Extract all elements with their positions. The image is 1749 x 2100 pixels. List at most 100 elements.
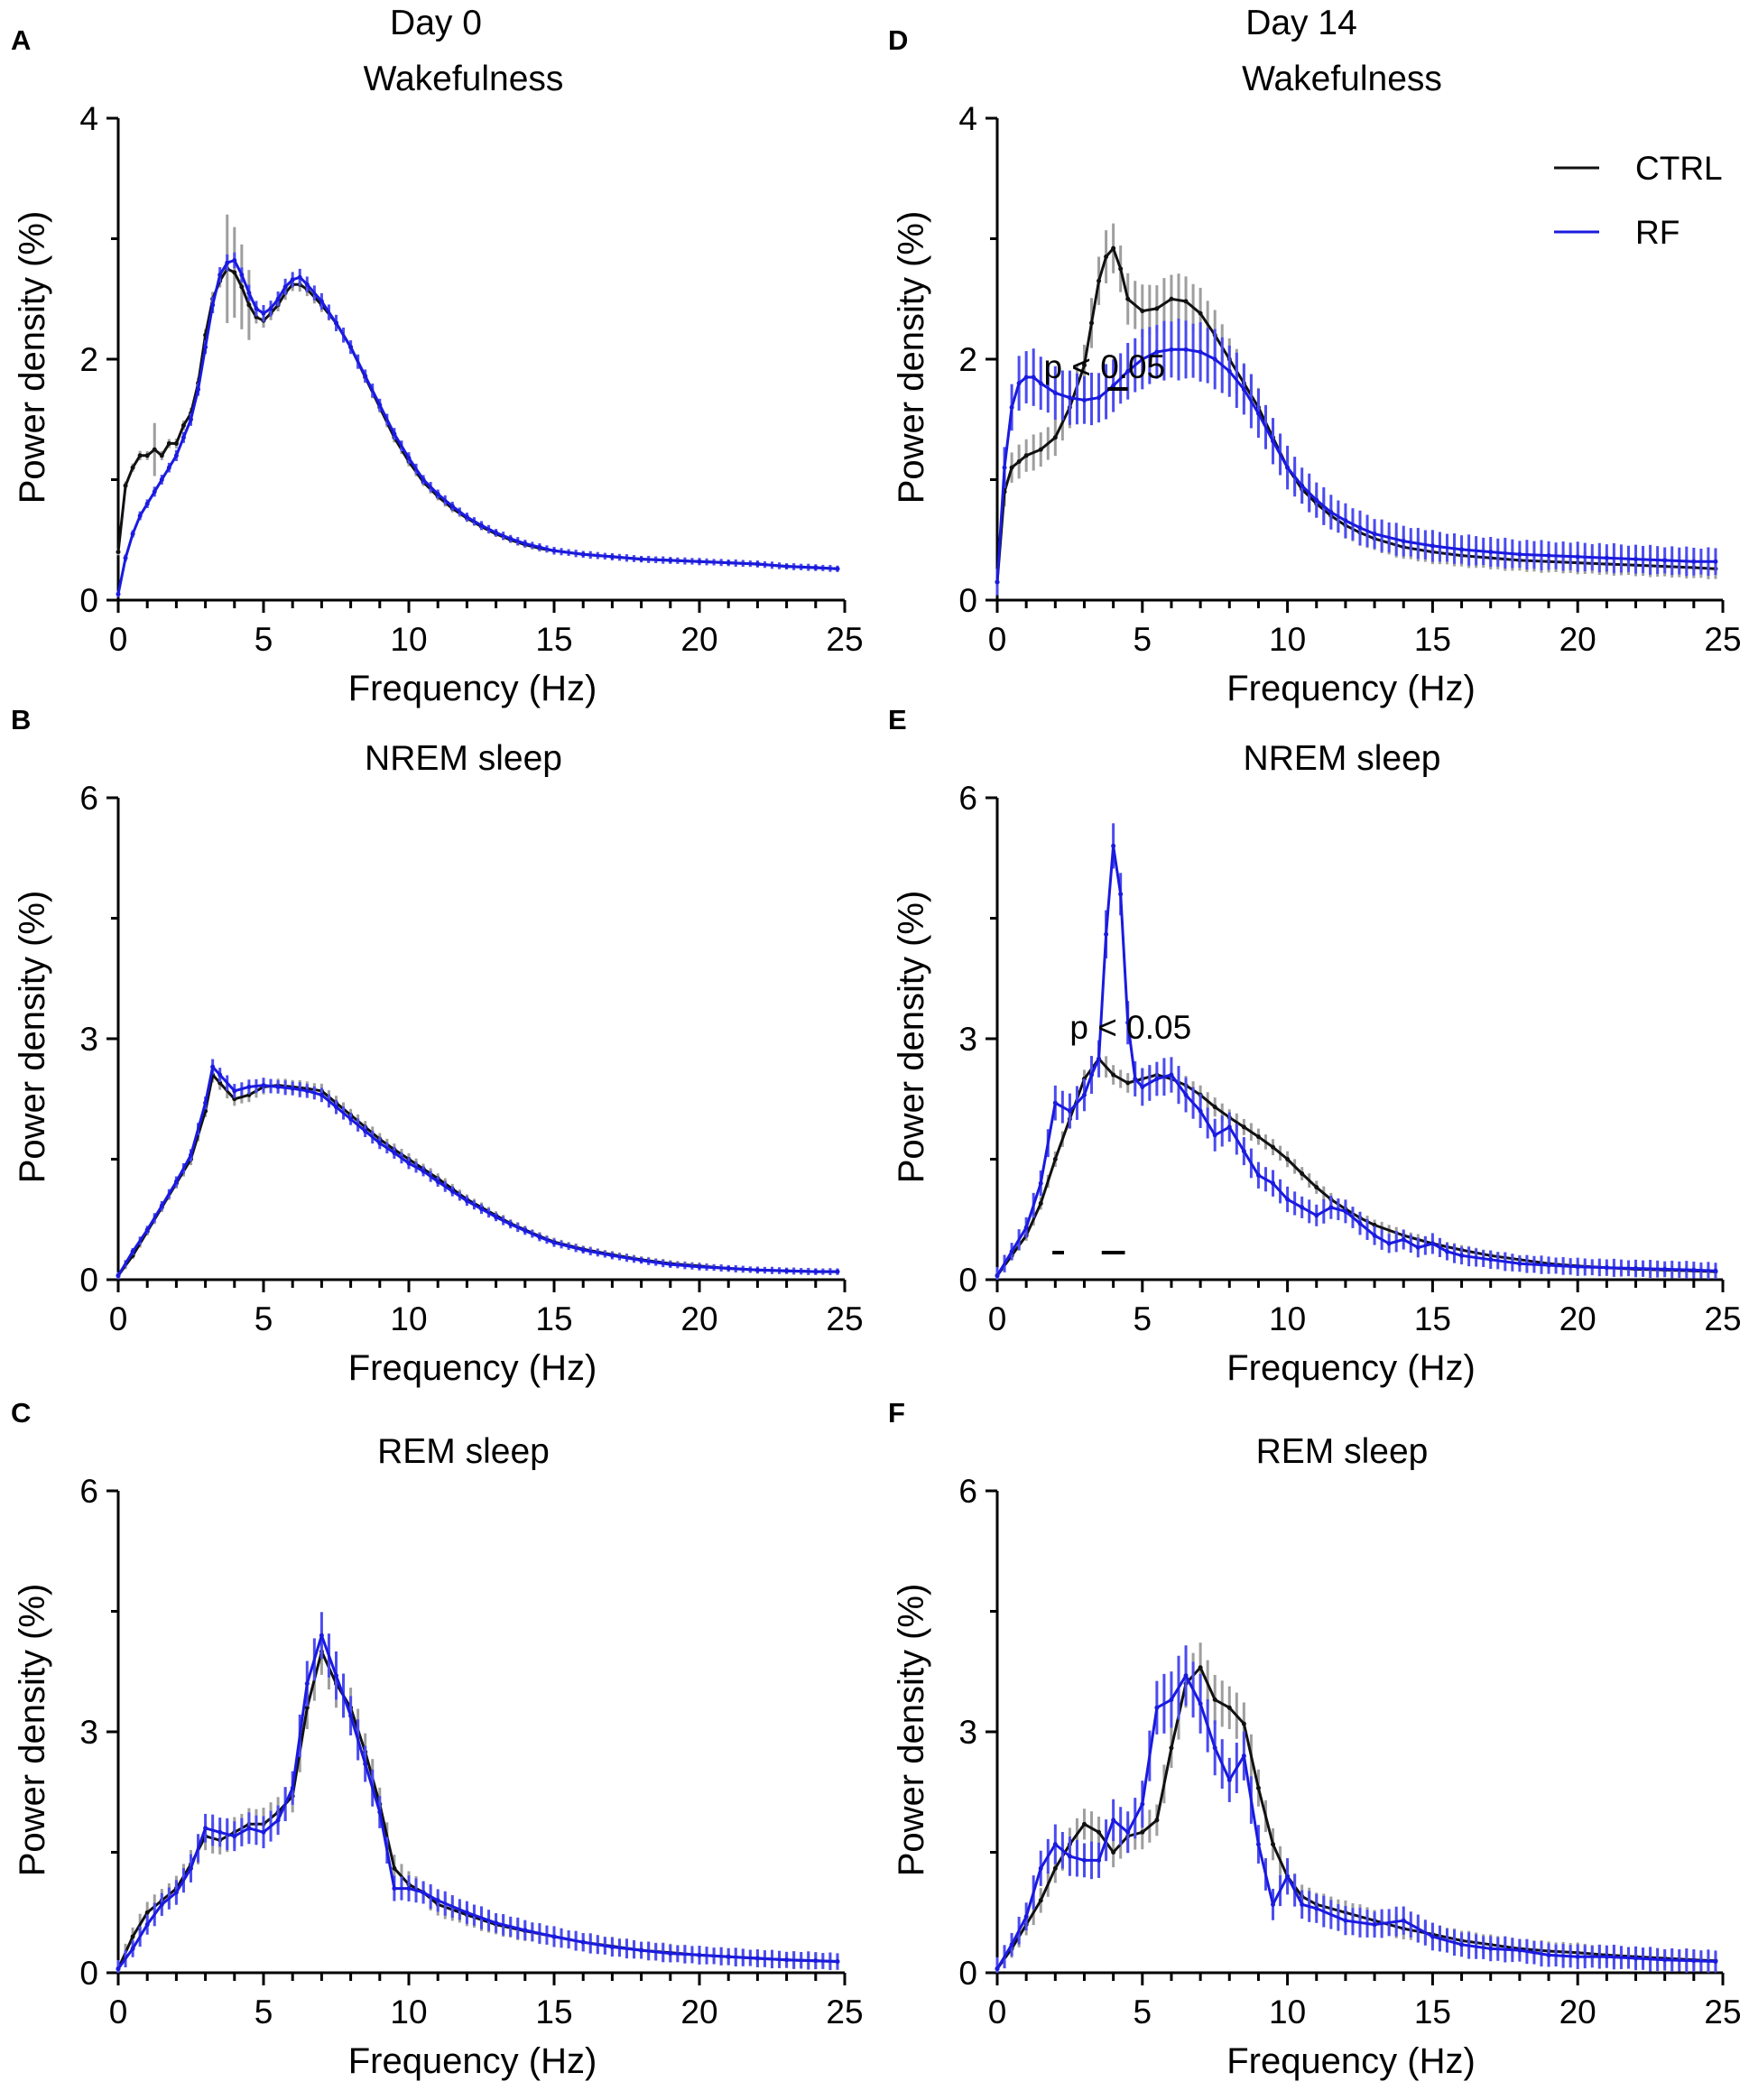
data-point [580,1247,586,1253]
panel-title: Wakefulness [1242,60,1442,98]
x-tick-label: 5 [1134,1300,1152,1337]
data-point [275,1818,281,1823]
data-point [479,1207,484,1212]
data-point [1285,465,1291,470]
data-point [232,1088,237,1094]
panel-letter: B [11,704,31,735]
y-tick-label: 3 [79,1714,98,1751]
data-point [1271,1144,1276,1150]
series-line-rf [116,1065,837,1277]
panel-title: NREM sleep [365,739,562,778]
panel-letter: E [888,704,907,735]
data-point [551,1934,557,1939]
data-point [1488,550,1494,555]
data-point [1125,368,1131,374]
data-point [217,1829,223,1835]
data-point [1097,1829,1102,1835]
data-point [297,274,302,280]
data-point [1052,390,1058,395]
data-point [421,1890,426,1895]
data-point [1081,363,1087,368]
data-point [144,453,150,458]
data-point [1386,1241,1392,1246]
data-point [392,431,397,437]
data-point [1169,1697,1174,1702]
series-line-rf [995,844,1717,1277]
data-point [159,453,164,458]
x-tick-label: 0 [988,621,1007,658]
data-point [1459,1942,1465,1947]
x-tick-label: 25 [1704,1300,1741,1337]
data-point [406,1886,412,1892]
data-point [1198,1108,1203,1114]
y-axis-label: Power density (%) [13,1584,52,1877]
data-point [392,1865,397,1871]
data-point [435,1179,440,1184]
data-point [1089,1072,1095,1078]
data-point [784,1268,790,1273]
data-point [130,1946,135,1951]
data-point [144,1227,150,1233]
data-point [995,579,1000,585]
x-tick-label: 20 [1559,621,1596,658]
data-point [377,402,383,408]
data-point [1255,1842,1261,1847]
data-point [421,1169,426,1174]
data-point [1183,299,1189,304]
x-axis-label: Frequency (Hz) [348,2041,597,2081]
data-point [1198,1665,1203,1670]
data-point [348,1713,354,1718]
data-point [123,555,128,560]
data-point [1357,525,1363,531]
x-axis-label: Frequency (Hz) [348,1348,597,1388]
data-point [304,1681,310,1687]
data-point [995,1966,1000,1972]
panel-title: REM sleep [1256,1432,1429,1471]
data-point [334,1105,338,1110]
x-tick-label: 25 [826,621,863,658]
significance-label: p < 0.05 [1043,348,1165,385]
data-point [1517,1947,1522,1953]
series-ctrl [116,1067,840,1280]
data-point [1111,1850,1116,1855]
x-tick-label: 0 [988,1300,1007,1337]
data-point [1488,1257,1494,1263]
data-point [523,1228,528,1234]
data-point [180,435,186,440]
data-point [835,566,840,571]
data-point [1415,1244,1420,1250]
data-point [609,1945,615,1950]
data-point [1212,1697,1217,1702]
data-point [754,1956,760,1961]
data-point [1357,1221,1363,1226]
data-point [304,1705,310,1710]
data-point [537,1235,542,1240]
data-point [1271,1180,1276,1186]
data-point [159,1203,164,1208]
data-point [1133,1077,1138,1081]
data-point [1023,453,1029,458]
y-tick-label: 3 [958,1021,977,1058]
y-axis-label: Power density (%) [892,1584,931,1877]
data-point [239,273,245,278]
series-rf [116,252,840,597]
data-point [580,551,586,557]
data-point [784,564,790,569]
data-point [334,1673,338,1679]
data-point [508,1222,514,1227]
data-point [217,1072,223,1078]
data-point [1255,1134,1261,1140]
data-point [494,1215,499,1220]
y-tick-label: 4 [958,100,977,137]
data-point [1038,1180,1043,1186]
data-point [290,1086,295,1091]
data-point [363,1762,368,1767]
data-point [173,453,179,458]
data-point [1241,1721,1246,1726]
x-tick-label: 0 [109,1994,128,2031]
data-point [1517,1261,1522,1266]
data-point [1081,1092,1087,1097]
data-point [1067,1108,1072,1114]
data-point [1430,543,1435,549]
data-point [1285,1197,1291,1202]
